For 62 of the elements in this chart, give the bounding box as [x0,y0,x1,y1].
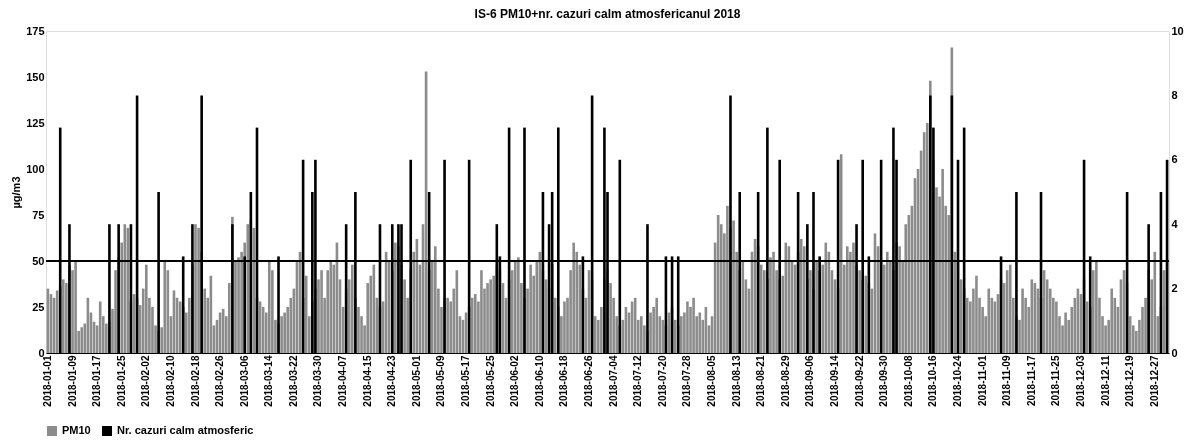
x-tick-label: 2018-01-17 [91,355,103,407]
y-tick-label: 125 [26,116,45,129]
x-tick-label: 2018-09-14 [829,355,841,407]
x-tick-label: 2018-02-18 [189,355,201,407]
x-tick-label: 2018-09-22 [853,355,865,407]
x-tick-label: 2018-06-02 [509,355,521,407]
x-tick-label: 2018-11-09 [1001,355,1013,407]
x-tick-label: 2018-06-26 [583,355,595,407]
legend-label: Nr. cazuri calm atmosferic [117,424,254,436]
y-axis-title: µg/m3 [10,176,23,209]
x-tick-label: 2018-05-17 [460,355,472,407]
x-tick-label: 2018-01-25 [115,355,127,407]
x-tick-label: 2018-10-16 [927,355,939,407]
y2-tick-label: 6 [1171,153,1178,166]
y-tick-label: 75 [32,208,45,221]
x-tick-label: 2018-08-13 [730,355,742,407]
y-tick-label: 25 [32,300,45,313]
x-tick-label: 2018-01-09 [66,355,78,407]
x-tick-label: 2018-05-09 [435,355,447,407]
y2-tick-label: 4 [1171,217,1179,230]
x-tick-label: 2018-03-06 [238,355,250,407]
x-tick-label: 2018-04-07 [337,355,349,407]
chart-title: IS-6 PM10+nr. cazuri calm atmosfericanul 2018 [474,7,741,21]
x-tick-label: 2018-06-10 [533,355,545,407]
x-tick-label: 2018-05-01 [410,355,422,407]
x-tick-label: 2018-03-14 [263,355,275,407]
y-tick-label: 50 [32,254,45,267]
x-tick-label: 2018-02-26 [214,355,226,407]
y-tick-label: 175 [26,24,45,37]
x-tick-label: 2018-10-08 [902,355,914,407]
y2-tick-label: 0 [1171,346,1178,359]
x-tick-label: 2018-09-06 [804,355,816,407]
x-tick-label: 2018-11-01 [976,355,988,407]
x-tick-label: 2018-10-24 [952,355,964,407]
x-tick-label: 2018-03-30 [312,355,324,407]
x-tick-label: 2018-07-28 [681,355,693,407]
x-tick-label: 2018-08-05 [706,355,718,407]
x-tick-label: 2018-05-25 [484,355,496,407]
x-tick-label: 2018-07-20 [656,355,668,407]
x-tick-label: 2018-07-04 [607,355,619,407]
x-tick-label: 2018-08-21 [755,355,767,407]
x-tick-label: 2018-02-10 [164,355,176,407]
x-tick-label: 2018-12-27 [1148,355,1160,407]
y2-tick-label: 8 [1171,88,1178,101]
x-tick-label: 2018-12-19 [1124,355,1136,407]
x-tick-label: 2018-09-30 [878,355,890,407]
x-tick-label: 2018-12-03 [1074,355,1086,407]
legend-label: PM10 [62,424,91,436]
x-tick-label: 2018-03-22 [287,355,299,407]
y2-tick-label: 10 [1171,24,1184,37]
x-tick-label: 2018-11-17 [1025,355,1037,407]
x-tick-label: 2018-04-23 [386,355,398,407]
x-tick-label: 2018-04-15 [361,355,373,407]
x-tick-label: 2018-07-12 [632,355,644,407]
x-tick-label: 2018-06-18 [558,355,570,407]
x-tick-label: 2018-12-11 [1099,355,1111,407]
y-tick-label: 100 [26,162,45,175]
x-tick-label: 2018-08-29 [779,355,791,407]
x-tick-label: 2018-02-02 [140,355,152,407]
y2-tick-label: 2 [1171,282,1178,295]
y-tick-label: 150 [26,70,45,83]
x-tick-label: 2018-11-25 [1050,355,1062,407]
